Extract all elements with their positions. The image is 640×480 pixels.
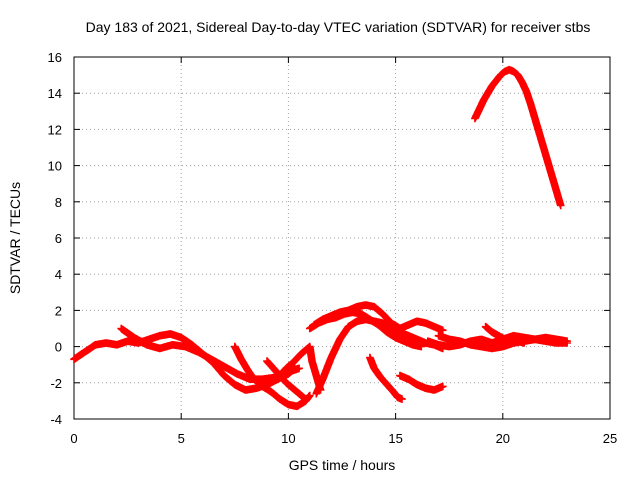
plot-frame	[73, 56, 611, 420]
y-tick-label: -2	[50, 376, 62, 391]
series-track-i	[366, 353, 406, 403]
y-tick-label: 2	[55, 303, 62, 318]
series-track-h	[306, 308, 426, 351]
plus-markers	[306, 308, 426, 351]
y-tick-label: -4	[50, 412, 62, 427]
series-track-m	[481, 322, 528, 347]
x-tick-label: 25	[603, 431, 617, 446]
chart-title: Day 183 of 2021, Sidereal Day-to-day VTE…	[86, 19, 591, 35]
y-tick-label: 4	[55, 267, 62, 282]
plus-markers	[481, 322, 528, 347]
x-tick-label: 15	[388, 431, 402, 446]
y-tick-label: 12	[48, 122, 62, 137]
y-tick-label: 14	[48, 86, 62, 101]
x-tick-label: 20	[496, 431, 510, 446]
series-track-j	[396, 371, 447, 394]
series-track-n	[471, 65, 565, 210]
x-tick-label: 0	[70, 431, 77, 446]
x-tick-label: 10	[281, 431, 295, 446]
plus-markers	[366, 353, 406, 403]
series-track-c	[231, 342, 314, 411]
y-tick-label: 8	[55, 195, 62, 210]
plus-markers	[396, 371, 447, 394]
x-tick-label: 5	[178, 431, 185, 446]
x-axis-label: GPS time / hours	[289, 457, 396, 473]
plus-markers	[276, 342, 325, 394]
y-tick-label: 10	[48, 159, 62, 174]
plus-markers	[471, 65, 565, 210]
plus-markers	[231, 342, 314, 411]
series-track-e	[276, 342, 325, 394]
y-tick-label: 0	[55, 340, 62, 355]
y-axis-label: SDTVAR / TECUs	[7, 182, 23, 294]
y-tick-label: 16	[48, 50, 62, 65]
y-tick-label: 6	[55, 231, 62, 246]
data-markers	[70, 65, 571, 411]
